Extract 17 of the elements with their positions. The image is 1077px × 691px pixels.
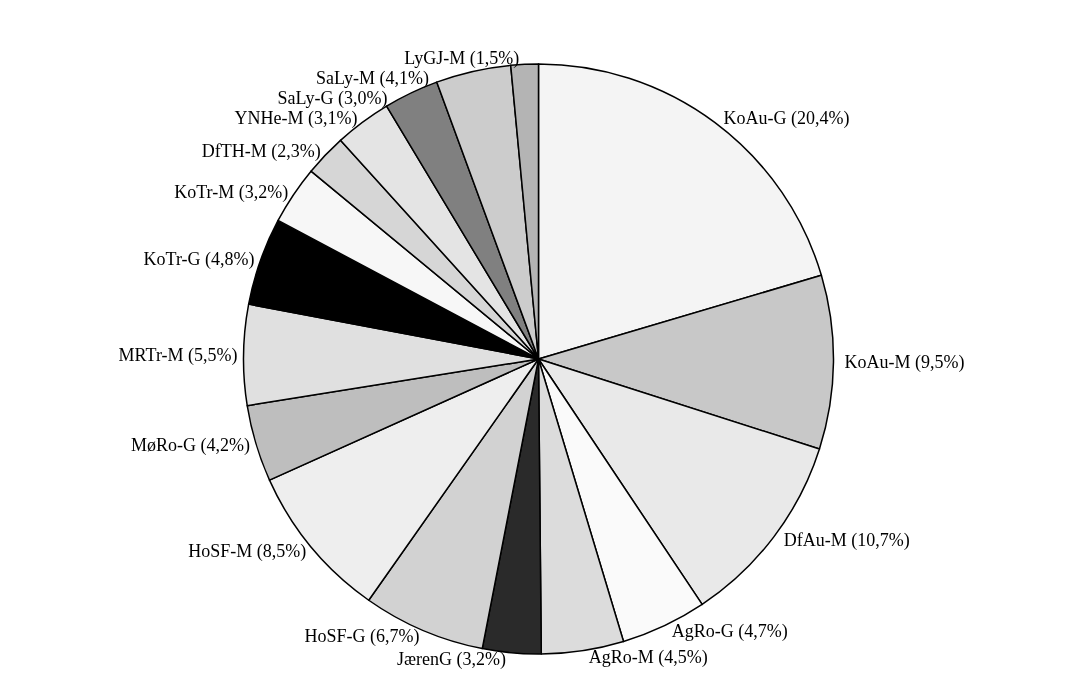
slice-label: DfTH-M (2,3%) xyxy=(201,141,321,163)
slice-label: HoSF-M (8,5%) xyxy=(188,540,307,562)
slice-label: KoTr-G (4,8%) xyxy=(143,249,255,271)
slice-label: SaLy-G (3,0%) xyxy=(277,88,388,110)
slice-label: LyGJ-M (1,5%) xyxy=(404,48,520,70)
slice-label: AgRo-G (4,7%) xyxy=(671,621,788,643)
slice-label: AgRo-M (4,5%) xyxy=(588,646,708,668)
slice-label: MøRo-G (4,2%) xyxy=(131,435,251,457)
slice-label: HoSF-G (6,7%) xyxy=(304,625,420,647)
slice-label: MRTr-M (5,5%) xyxy=(118,344,238,366)
slice-label: KoAu-G (20,4%) xyxy=(723,107,850,129)
slice-label: SaLy-M (4,1%) xyxy=(316,68,430,90)
slice-label: DfAu-M (10,7%) xyxy=(783,530,910,552)
slice-label: KoAu-M (9,5%) xyxy=(844,352,965,374)
slice-label: KoTr-M (3,2%) xyxy=(174,181,289,203)
slice-label: JærenG (3,2%) xyxy=(397,648,507,670)
slice-label: YNHe-M (3,1%) xyxy=(234,108,358,130)
